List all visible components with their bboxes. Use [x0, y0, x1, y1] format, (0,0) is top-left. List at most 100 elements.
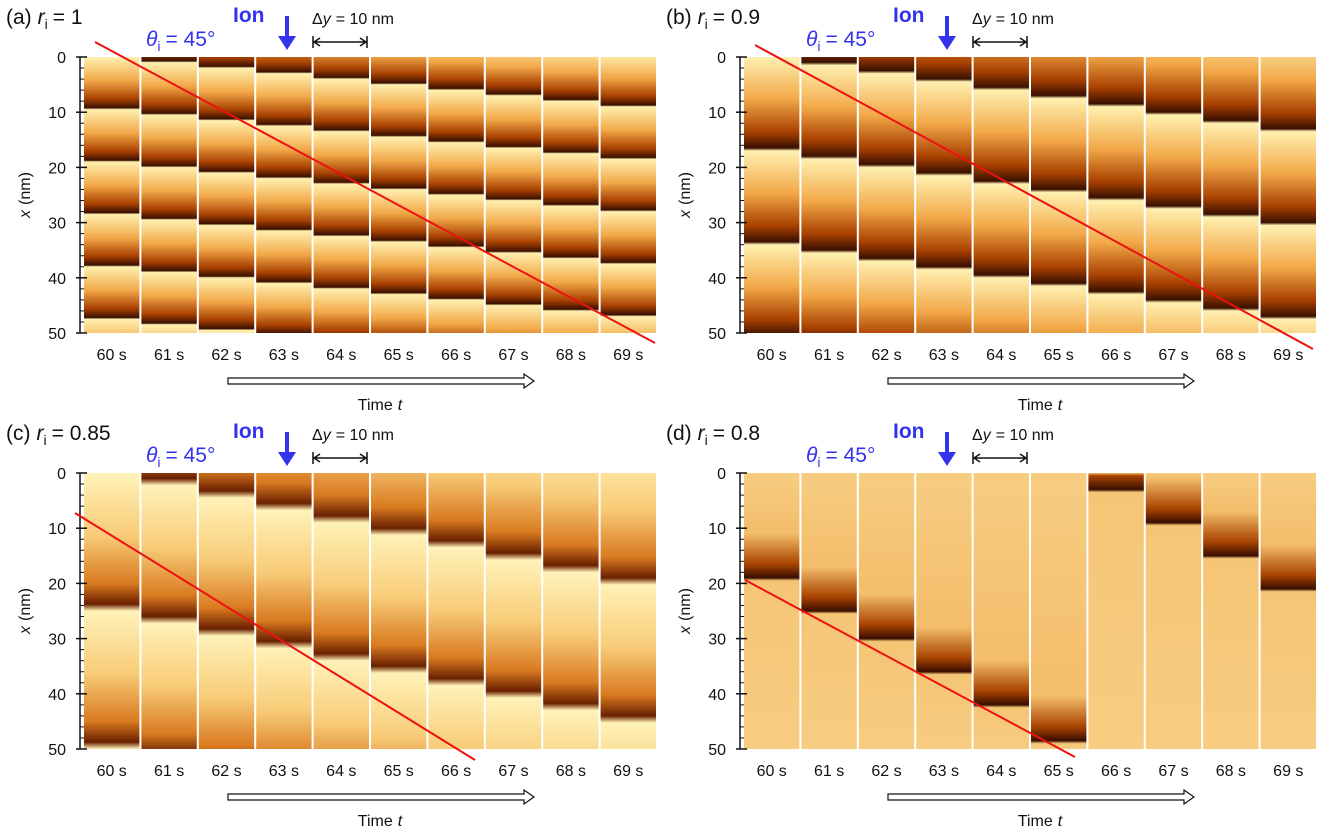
frame-time: 64 s: [326, 763, 356, 780]
y-tick-label: 20: [708, 160, 726, 177]
image-strip: [1031, 57, 1087, 333]
step-var: y: [322, 11, 332, 28]
step-arrow: [972, 36, 1028, 48]
frame-time: 61 s: [814, 763, 844, 780]
time-text: Time: [358, 397, 393, 414]
frame-time: 64 s: [986, 347, 1016, 364]
y-tick-label: 30: [48, 216, 66, 233]
panel-title: (c) ri = 0.85: [6, 422, 111, 448]
frame-time: 69 s: [1273, 763, 1303, 780]
ion-arrow-head: [938, 36, 956, 50]
step-arrow: [312, 452, 368, 464]
y-tick-label: 50: [708, 326, 726, 343]
y-tick-label: 10: [708, 521, 726, 538]
image-strip: [1088, 473, 1144, 749]
frame-time: 65 s: [384, 763, 414, 780]
y-tick-label: 30: [708, 632, 726, 649]
angle-symbol: θ: [806, 444, 818, 467]
y-axis-var: x: [677, 209, 694, 219]
time-label: Time t: [1018, 813, 1063, 830]
image-strip: [84, 57, 140, 333]
y-axis-unit: (nm): [17, 172, 34, 205]
frame-time: 66 s: [441, 347, 471, 364]
incidence-angle: θi = 45°: [806, 444, 875, 470]
y-tick-label: 20: [708, 576, 726, 593]
frame-time: 61 s: [154, 763, 184, 780]
step-arrow: [312, 36, 368, 48]
incidence-angle: θi = 45°: [146, 444, 215, 470]
step-var: y: [322, 427, 332, 444]
ratio-value: = 0.8: [713, 422, 760, 445]
frame-time: 61 s: [154, 347, 184, 364]
image-strip: [313, 473, 369, 749]
y-axis-label: x (nm): [677, 588, 694, 635]
frame-time: 63 s: [929, 763, 959, 780]
image-strip: [1145, 473, 1202, 749]
time-arrow: [227, 372, 536, 390]
frame-time: 62 s: [211, 763, 241, 780]
y-tick-label: 50: [48, 742, 66, 759]
ion-label: Ion: [893, 420, 925, 443]
y-tick-label: 30: [48, 632, 66, 649]
image-strip: [428, 473, 484, 749]
y-tick-label: 10: [48, 105, 66, 122]
ratio-symbol: r: [37, 422, 45, 445]
image-strip: [801, 473, 857, 749]
image-strip: [1031, 473, 1087, 749]
step-value: = 10 nm: [336, 427, 394, 444]
image-strip: [198, 473, 255, 749]
frame-time: 62 s: [871, 763, 901, 780]
frame-time: 66 s: [1101, 347, 1131, 364]
y-tick-label: 40: [48, 687, 66, 704]
angle-symbol: θ: [146, 28, 158, 51]
frame-time: 63 s: [929, 347, 959, 364]
image-strip: [600, 57, 656, 333]
step-label: Δy = 10 nm: [312, 11, 394, 28]
step-label: Δy = 10 nm: [972, 11, 1054, 28]
angle-sub: i: [817, 454, 820, 470]
frame-time: 68 s: [1216, 763, 1246, 780]
y-tick-label: 0: [717, 466, 726, 483]
panel-label: (a): [6, 6, 32, 29]
image-strip: [485, 57, 542, 333]
image-strip: [1260, 57, 1316, 333]
step-label: Δy = 10 nm: [312, 427, 394, 444]
frame-time: 67 s: [498, 763, 528, 780]
image-strip: [1203, 473, 1259, 749]
image-strip: [141, 57, 197, 333]
y-tick-label: 0: [717, 50, 726, 67]
image-strip: [256, 57, 312, 333]
frame-time: 65 s: [1044, 763, 1074, 780]
y-axis-label: x (nm): [17, 172, 34, 219]
panel-label: (c): [6, 422, 31, 445]
angle-value: = 45°: [166, 444, 216, 467]
time-arrow: [887, 372, 1196, 390]
y-axis-label: x (nm): [17, 588, 34, 635]
image-strip: [600, 473, 656, 749]
frame-time: 69 s: [613, 347, 643, 364]
ion-label: Ion: [233, 4, 265, 27]
ratio-value: = 0.85: [52, 422, 111, 445]
time-var: t: [1058, 813, 1063, 830]
ratio-value: = 1: [53, 6, 83, 29]
image-strip: [1203, 57, 1259, 333]
time-var: t: [1058, 397, 1063, 414]
y-axis-var: x: [677, 625, 694, 635]
guide-line: [74, 512, 476, 761]
frame-time: 61 s: [814, 347, 844, 364]
ion-arrow-head: [278, 36, 296, 50]
frame-time: 68 s: [1216, 347, 1246, 364]
guide-line: [754, 44, 1314, 350]
image-strip: [313, 57, 369, 333]
step-value: = 10 nm: [996, 427, 1054, 444]
y-tick-label: 50: [48, 326, 66, 343]
angle-value: = 45°: [826, 28, 876, 51]
y-tick-label: 30: [708, 216, 726, 233]
time-label: Time t: [358, 813, 403, 830]
frame-time: 66 s: [441, 763, 471, 780]
image-strip: [858, 57, 915, 333]
y-tick-label: 0: [57, 50, 66, 67]
